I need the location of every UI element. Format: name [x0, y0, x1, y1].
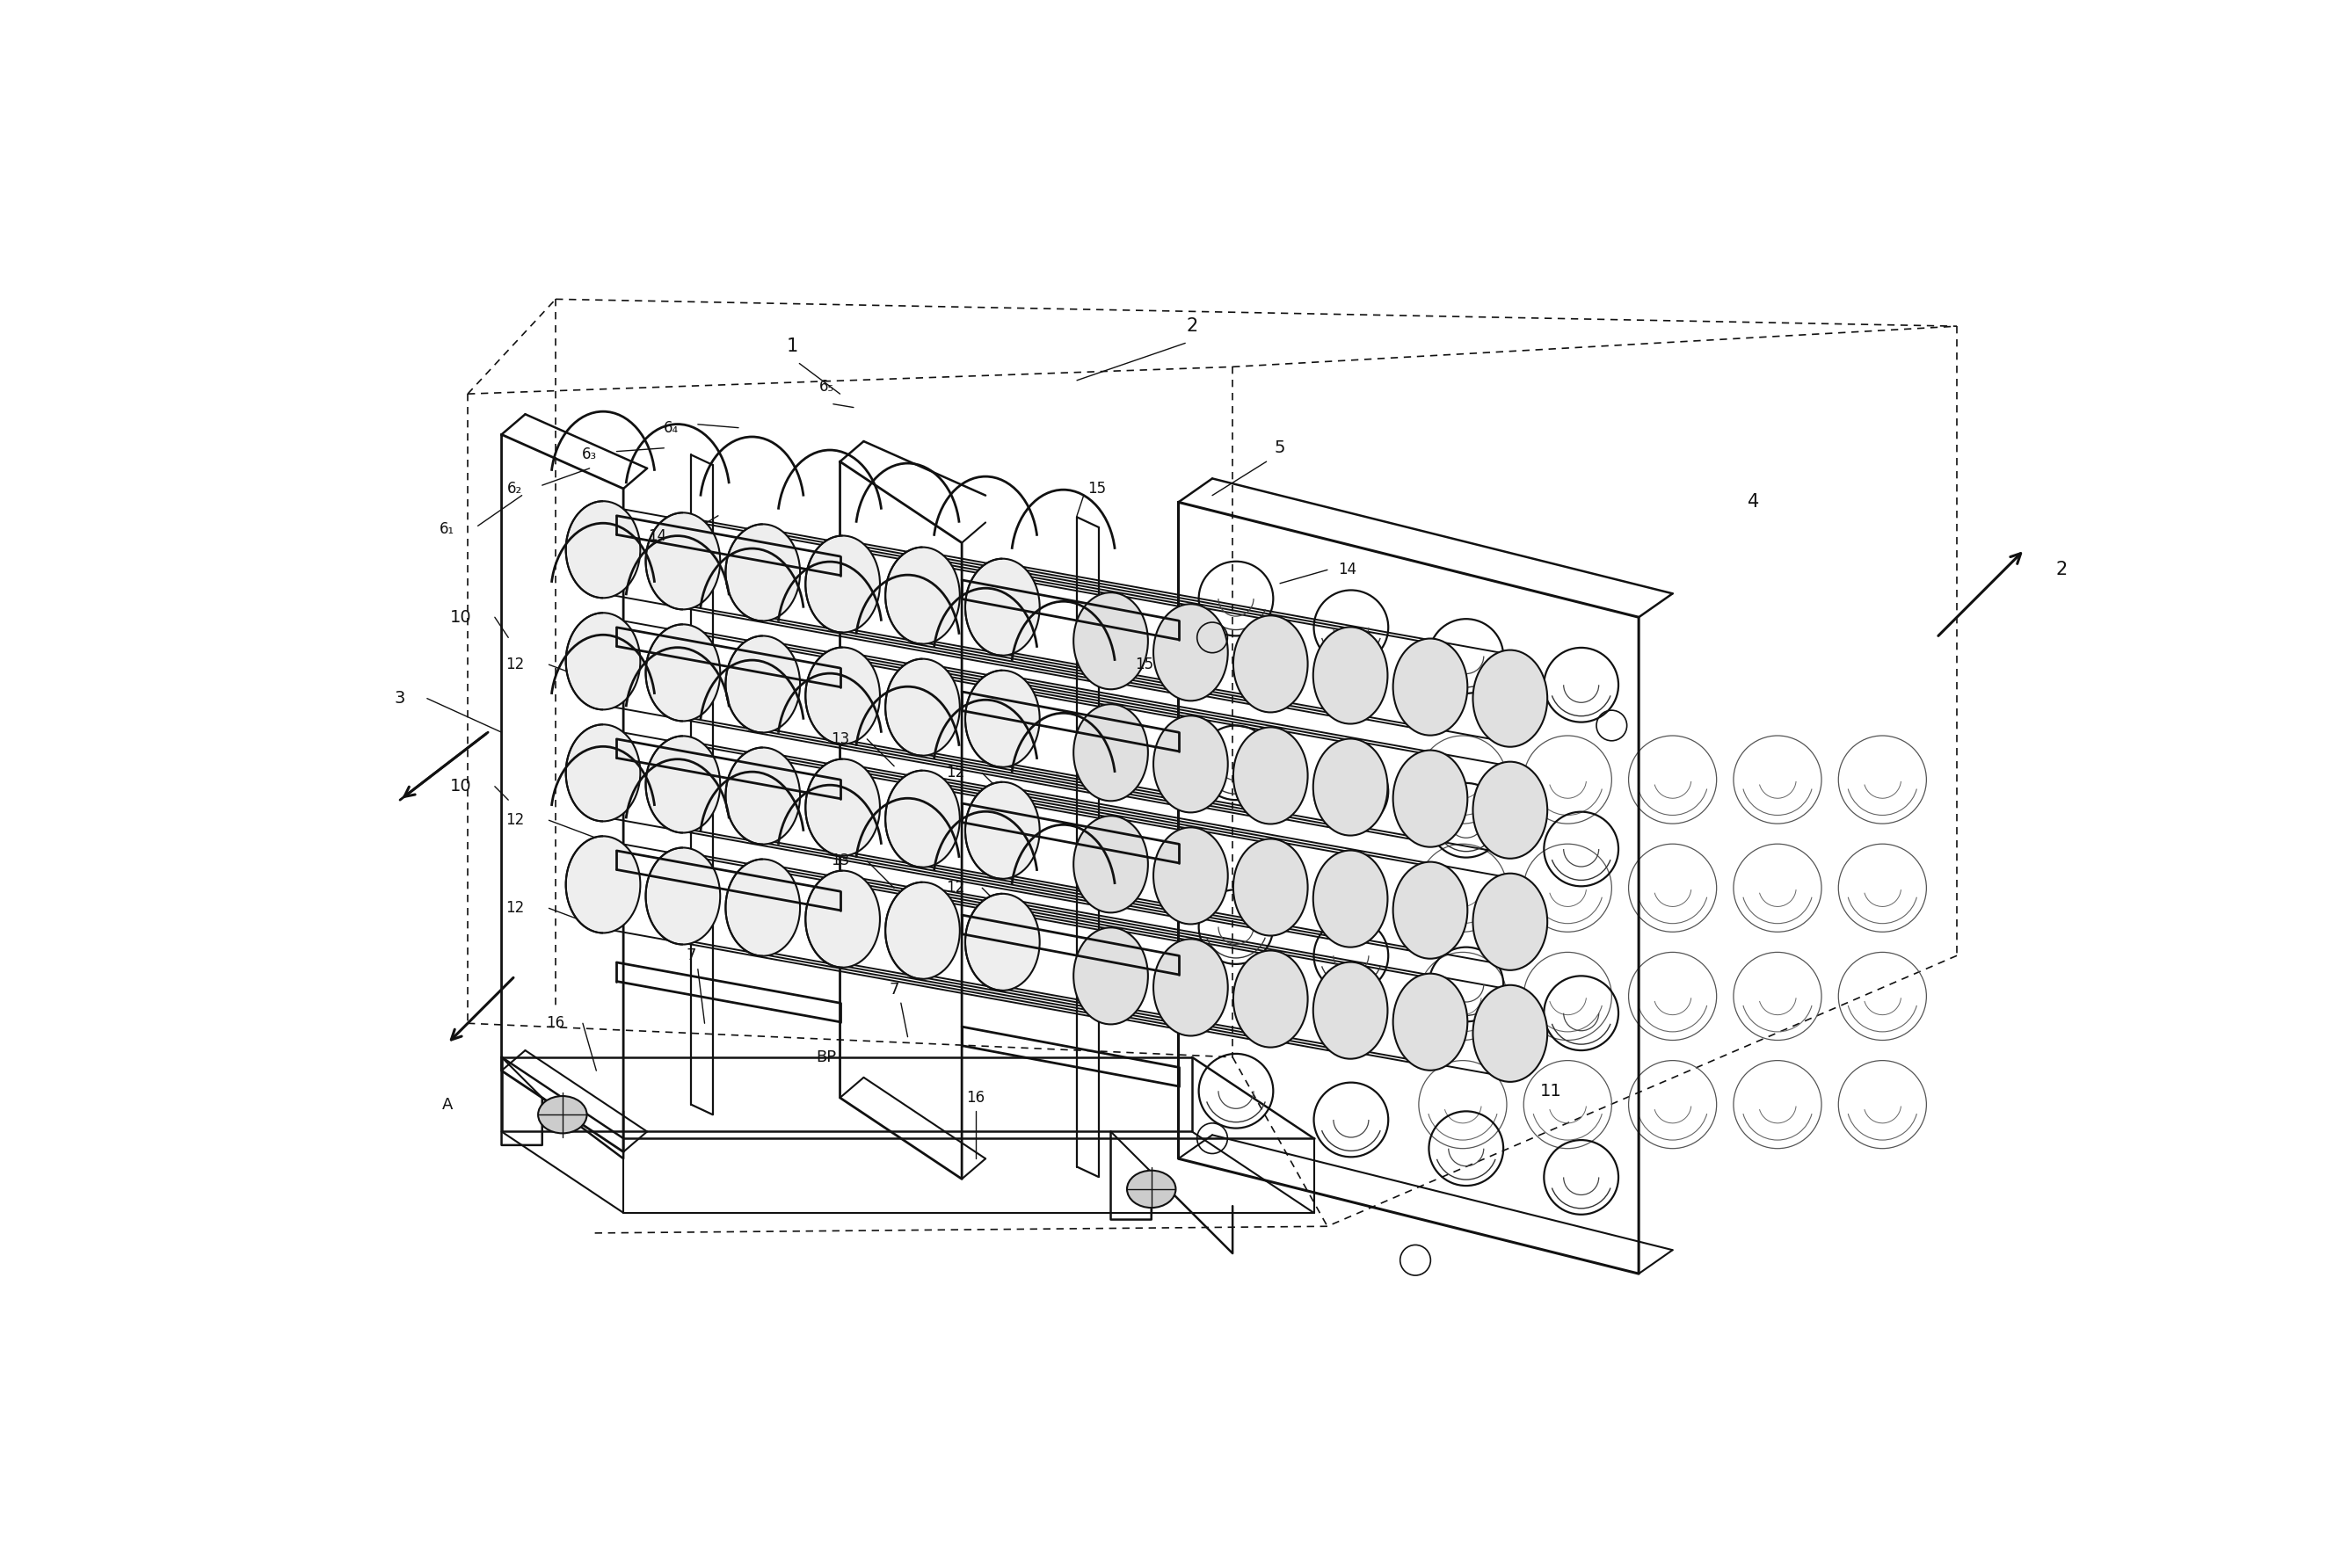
- Ellipse shape: [885, 770, 960, 867]
- Ellipse shape: [1075, 704, 1147, 801]
- Ellipse shape: [1234, 616, 1309, 712]
- Ellipse shape: [567, 502, 641, 597]
- Text: 12: 12: [946, 765, 964, 781]
- Ellipse shape: [567, 836, 641, 933]
- Text: 12: 12: [506, 812, 524, 828]
- Text: 1: 1: [787, 337, 798, 356]
- Ellipse shape: [1234, 950, 1309, 1047]
- Ellipse shape: [646, 624, 721, 721]
- Ellipse shape: [1393, 974, 1468, 1071]
- Ellipse shape: [1472, 985, 1547, 1082]
- Ellipse shape: [646, 513, 721, 610]
- Text: 10: 10: [449, 778, 473, 795]
- Text: 13: 13: [831, 853, 850, 869]
- Ellipse shape: [726, 524, 801, 621]
- Text: BP: BP: [817, 1049, 836, 1065]
- Text: 10: 10: [449, 608, 473, 626]
- Ellipse shape: [1154, 828, 1227, 924]
- Ellipse shape: [726, 637, 801, 732]
- Ellipse shape: [805, 536, 880, 632]
- Ellipse shape: [1472, 873, 1547, 971]
- Text: 14: 14: [1339, 561, 1358, 577]
- Ellipse shape: [964, 782, 1039, 878]
- Text: 13: 13: [831, 731, 850, 746]
- Ellipse shape: [805, 759, 880, 856]
- Ellipse shape: [1472, 762, 1547, 859]
- Ellipse shape: [885, 883, 960, 978]
- Text: 16: 16: [967, 1090, 986, 1105]
- Ellipse shape: [567, 613, 641, 710]
- Ellipse shape: [1313, 627, 1388, 724]
- Ellipse shape: [1154, 604, 1227, 701]
- Ellipse shape: [726, 748, 801, 844]
- Ellipse shape: [1393, 862, 1468, 958]
- Text: 15: 15: [1089, 481, 1107, 497]
- Text: 6₄: 6₄: [663, 420, 679, 436]
- Ellipse shape: [1313, 739, 1388, 836]
- Text: 15: 15: [1135, 657, 1154, 673]
- Ellipse shape: [1313, 850, 1388, 947]
- Ellipse shape: [805, 648, 880, 745]
- Ellipse shape: [964, 671, 1039, 767]
- Ellipse shape: [538, 1096, 588, 1134]
- Ellipse shape: [1234, 728, 1309, 825]
- Ellipse shape: [1393, 638, 1468, 735]
- Text: 12: 12: [506, 900, 524, 916]
- Ellipse shape: [1075, 928, 1147, 1024]
- Text: 14: 14: [648, 528, 667, 544]
- Text: 6₂: 6₂: [508, 481, 522, 497]
- Text: 16: 16: [545, 1016, 564, 1032]
- Text: 6₁: 6₁: [440, 521, 454, 538]
- Ellipse shape: [964, 894, 1039, 991]
- Text: 7: 7: [686, 947, 695, 963]
- Ellipse shape: [1234, 839, 1309, 936]
- Ellipse shape: [726, 859, 801, 956]
- Text: 6₃: 6₃: [583, 447, 597, 463]
- Ellipse shape: [1393, 750, 1468, 847]
- Ellipse shape: [567, 724, 641, 822]
- Text: 3: 3: [396, 690, 405, 707]
- Ellipse shape: [1075, 593, 1147, 690]
- Text: 7: 7: [890, 982, 899, 997]
- Text: A: A: [442, 1096, 452, 1112]
- Ellipse shape: [1075, 815, 1147, 913]
- Text: 4: 4: [1749, 494, 1760, 511]
- Ellipse shape: [1154, 715, 1227, 812]
- Ellipse shape: [885, 547, 960, 644]
- Ellipse shape: [646, 735, 721, 833]
- Ellipse shape: [805, 870, 880, 967]
- Text: 2: 2: [1187, 317, 1199, 336]
- Text: 12: 12: [946, 880, 964, 895]
- Ellipse shape: [885, 659, 960, 756]
- Ellipse shape: [646, 848, 721, 944]
- Text: 5: 5: [1274, 439, 1285, 456]
- Ellipse shape: [1472, 651, 1547, 746]
- Text: 6₅: 6₅: [819, 379, 833, 395]
- Text: 11: 11: [1540, 1082, 1561, 1099]
- Ellipse shape: [1126, 1170, 1175, 1207]
- Ellipse shape: [1313, 963, 1388, 1058]
- Ellipse shape: [1154, 939, 1227, 1036]
- Text: 2: 2: [2055, 561, 2067, 579]
- Text: 12: 12: [506, 657, 524, 673]
- Ellipse shape: [964, 558, 1039, 655]
